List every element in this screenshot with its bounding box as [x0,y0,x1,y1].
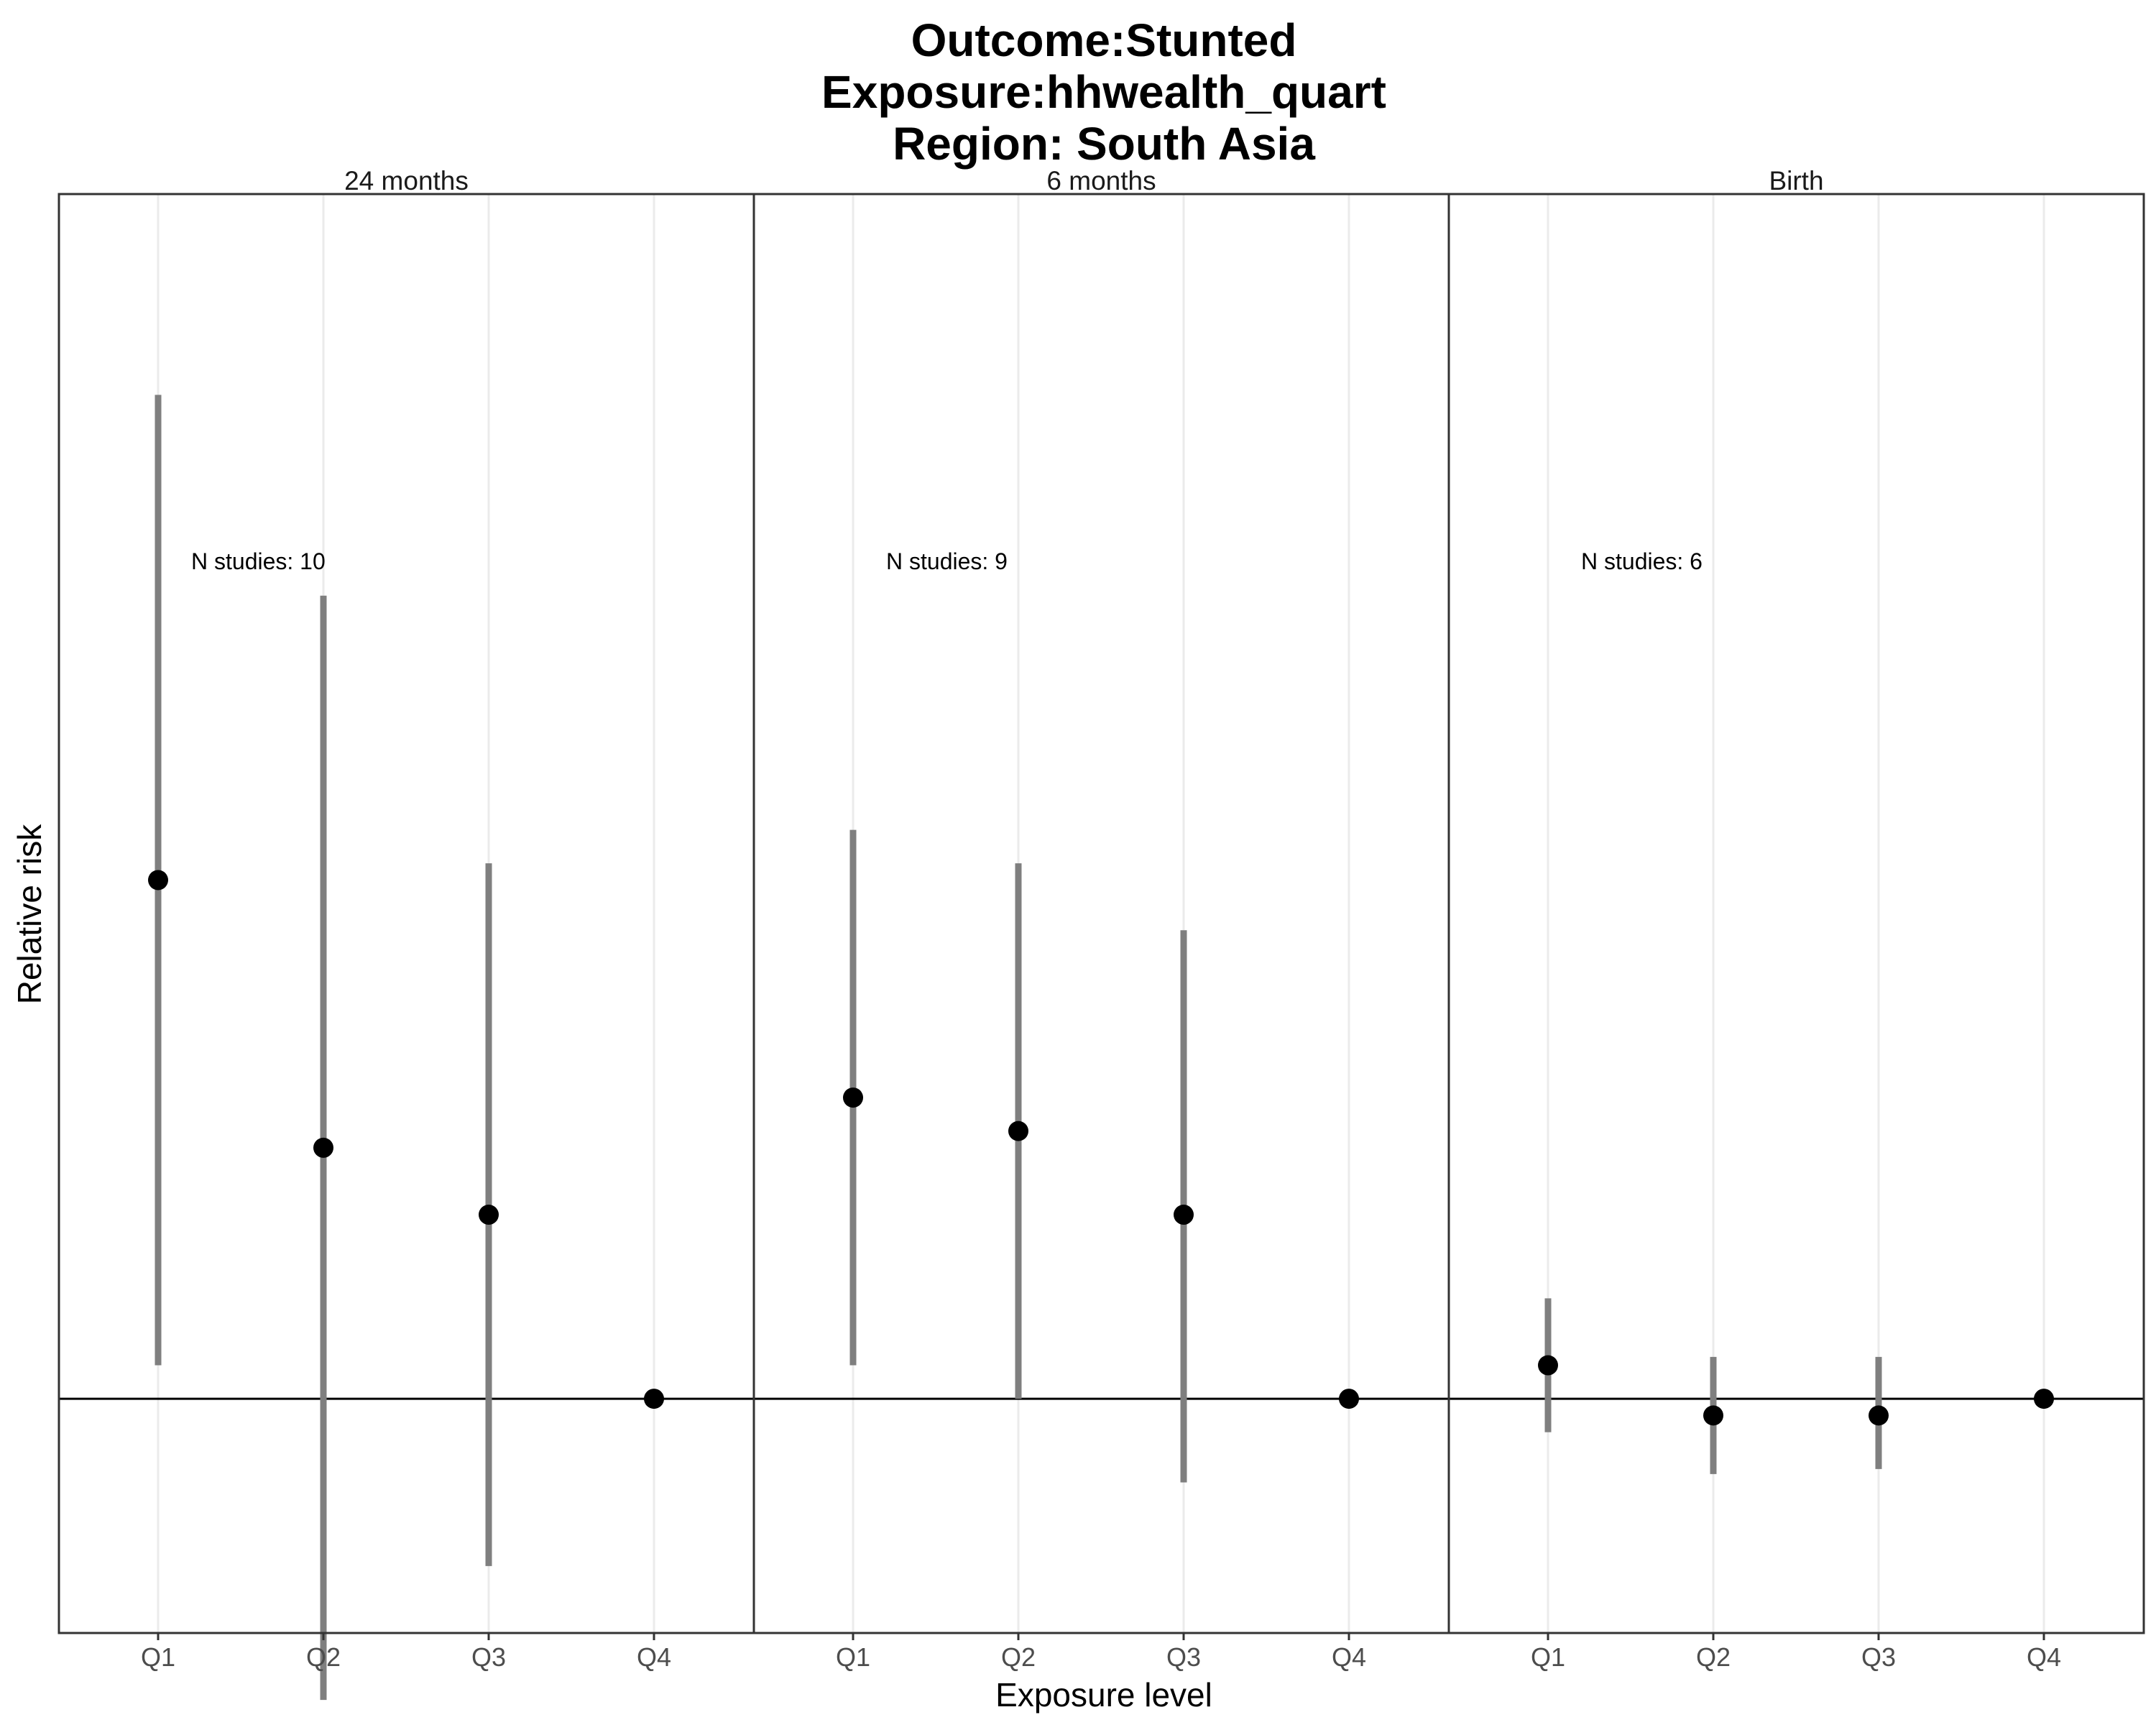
data-point [644,1389,664,1409]
x-tick-label: Q4 [1332,1642,1366,1672]
n-studies-annotation: N studies: 6 [1581,548,1703,574]
data-point [1174,1205,1194,1225]
data-point [1339,1389,1359,1409]
facet-strip-label: 6 months [1046,166,1156,196]
data-point [479,1205,499,1225]
x-tick-label: Q3 [1166,1642,1201,1672]
x-tick-label: Q1 [1531,1642,1565,1672]
data-point [1703,1405,1723,1426]
x-tick-label: Q4 [2027,1642,2061,1672]
data-point [1538,1355,1558,1376]
panel-border [57,193,755,1634]
x-tick-label: Q3 [471,1642,506,1672]
data-point [313,1137,333,1158]
title-line-3: Region: South Asia [893,118,1315,170]
facet-strip-label: Birth [1769,166,1823,196]
data-point [148,870,168,891]
x-tick-label: Q2 [1001,1642,1036,1672]
data-point [2034,1389,2054,1409]
facet-panel: Birth N studies: 6 Q1 Q2 Q3 Q4 [1447,166,2145,1672]
chart-title: Outcome:Stunted Exposure:hhwealth_quart … [821,14,1386,170]
x-tick-label: Q1 [836,1642,870,1672]
x-tick-label: Q1 [141,1642,175,1672]
facet-panel: 6 months N studies: 9 Q1 Q2 Q3 Q4 [752,166,1450,1672]
panel-border [752,193,1450,1634]
facet-strip-label: 24 months [344,166,469,196]
title-line-1: Outcome:Stunted [911,14,1297,66]
x-tick-label: Q2 [306,1642,341,1672]
x-axis-title: Exposure level [995,1676,1212,1714]
data-point [1008,1121,1028,1141]
n-studies-annotation: N studies: 10 [191,548,326,574]
x-tick-label: Q2 [1696,1642,1731,1672]
y-axis-title: Relative risk [11,824,48,1005]
x-tick-label: Q4 [637,1642,671,1672]
x-tick-label: Q3 [1861,1642,1896,1672]
data-point [843,1087,863,1108]
facet-panel: 24 months N studies: 10 Q1 Q2 Q3 Q4 [57,166,755,1701]
panel-border [1447,193,2145,1634]
data-point [1869,1405,1889,1426]
title-line-2: Exposure:hhwealth_quart [821,66,1386,118]
n-studies-annotation: N studies: 9 [886,548,1008,574]
